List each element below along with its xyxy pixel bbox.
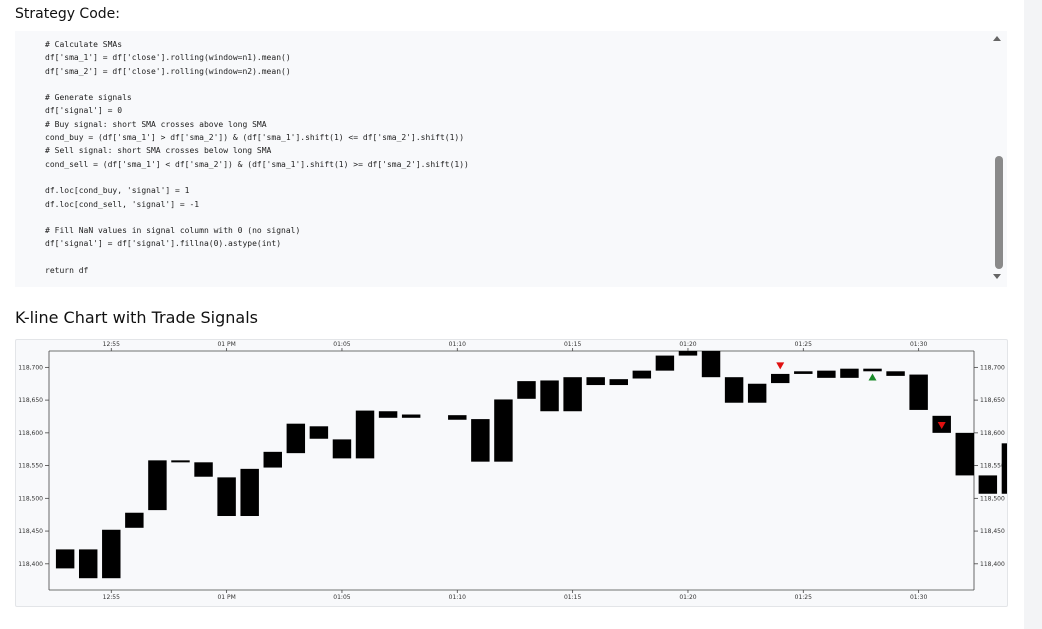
candle [332, 439, 352, 459]
x-tick-label-top: 01:10 [449, 341, 466, 348]
candle [840, 368, 859, 378]
candle [586, 377, 605, 386]
candle [794, 371, 813, 374]
code-line: cond_sell = (df['sma_1'] < df['sma_2']) … [45, 159, 469, 169]
y-tick-label-right: 118,450 [980, 528, 1005, 535]
candle [494, 399, 513, 462]
x-tick-label-bottom: 01 PM [217, 594, 235, 601]
candle [632, 370, 652, 379]
candle [909, 374, 928, 410]
candle [448, 415, 467, 420]
code-line: return df [45, 266, 89, 276]
candle [724, 377, 744, 403]
candle [609, 379, 628, 386]
x-tick-label-top: 01:20 [679, 341, 696, 348]
y-tick-label-right: 118,550 [980, 463, 1005, 470]
x-tick-label-top: 01:15 [564, 341, 581, 348]
candle [309, 426, 329, 439]
candle [1001, 443, 1021, 494]
candle [747, 383, 767, 403]
candle [540, 380, 559, 412]
y-tick-label-right: 118,400 [980, 561, 1005, 568]
candle [517, 381, 536, 399]
x-tick-label-top: 01:05 [333, 341, 350, 348]
y-tick-label-left: 118,650 [18, 397, 43, 404]
y-tick-label-left: 118,500 [18, 495, 43, 502]
y-tick-label-right: 118,700 [980, 364, 1005, 371]
candle [217, 477, 236, 517]
x-tick-label-bottom: 01:05 [333, 594, 350, 601]
x-tick-label-bottom: 01:10 [449, 594, 466, 601]
candle [817, 370, 836, 378]
candle [978, 475, 998, 494]
x-tick-label-bottom: 01:25 [795, 594, 812, 601]
y-tick-label-right: 118,500 [980, 495, 1005, 502]
code-line: cond_buy = (df['sma_1'] > df['sma_2']) &… [45, 133, 465, 143]
candle [286, 423, 306, 454]
candle [171, 460, 190, 463]
code-line: # Sell signal: short SMA crosses below l… [45, 146, 272, 156]
scroll-down-arrow-icon[interactable] [993, 274, 1001, 279]
chart-container: 118,400 118,400 118,450 118,450 118,500 118,5… [15, 339, 1021, 607]
candle [378, 411, 398, 418]
kline-chart: 118,400 118,400 118,450 118,450 118,500 118,5… [18, 341, 1021, 601]
y-tick-label-left: 118,400 [18, 561, 43, 568]
code-line: df.loc[cond_buy, 'signal'] = 1 [45, 186, 190, 196]
candle [655, 355, 675, 371]
candle [863, 368, 882, 372]
page-scrollbar-track[interactable] [1024, 0, 1042, 629]
y-tick-label-right: 118,650 [980, 397, 1005, 404]
candle [886, 371, 905, 376]
sell-signal-marker [776, 362, 785, 370]
code-scrollbar-thumb[interactable] [995, 156, 1003, 269]
candle [701, 351, 721, 378]
candle [148, 460, 167, 511]
code-block[interactable]: # Calculate SMAs df['sma_1'] = df['close… [15, 31, 1007, 287]
x-tick-label-top: 01:30 [910, 341, 927, 348]
candle [355, 410, 375, 459]
x-tick-label-top: 01:25 [795, 341, 812, 348]
candle [194, 462, 213, 477]
y-tick-label-right: 118,600 [980, 430, 1005, 437]
candle [563, 377, 582, 412]
sell-signal-marker [937, 421, 946, 429]
chart-heading: K-line Chart with Trade Signals [15, 308, 259, 327]
strategy-code-heading: Strategy Code: [15, 6, 120, 22]
candle [240, 468, 259, 517]
candle [102, 529, 121, 579]
y-tick-label-left: 118,600 [18, 430, 43, 437]
code-line: # Buy signal: short SMA crosses above lo… [45, 119, 267, 129]
x-tick-label-bottom: 01:30 [910, 594, 927, 601]
buy-signal-marker [868, 373, 877, 381]
code-line: df['sma_1'] = df['close'].rolling(window… [45, 53, 291, 63]
y-tick-label-left: 118,450 [18, 528, 43, 535]
candle [771, 373, 790, 384]
code-line: df['sma_2'] = df['close'].rolling(window… [45, 66, 291, 76]
code-line: df.loc[cond_sell, 'signal'] = -1 [45, 199, 200, 209]
code-line: # Calculate SMAs [45, 40, 123, 49]
x-tick-label-bottom: 12:55 [103, 594, 120, 601]
x-tick-label-bottom: 01:20 [679, 594, 696, 601]
candle [678, 351, 698, 356]
candle [263, 451, 282, 468]
code-line: df['signal'] = df['signal'].fillna(0).as… [45, 239, 282, 249]
code-line: # Fill NaN values in signal column with … [45, 226, 301, 236]
candle [471, 419, 490, 462]
x-tick-label-bottom: 01:15 [564, 594, 581, 601]
code-line: df['signal'] = 0 [45, 106, 123, 116]
x-tick-label-top: 01 PM [217, 341, 235, 348]
candle [125, 512, 144, 528]
candle [55, 549, 75, 569]
candle [78, 549, 98, 579]
candle [401, 414, 421, 418]
y-tick-label-left: 118,700 [18, 364, 43, 371]
y-tick-label-left: 118,550 [18, 463, 43, 470]
code-line: # Generate signals [45, 93, 132, 103]
x-tick-label-top: 12:55 [103, 341, 120, 348]
code-text: # Calculate SMAs df['sma_1'] = df['close… [45, 38, 469, 277]
candle [955, 432, 974, 476]
scroll-up-arrow-icon[interactable] [993, 36, 1001, 41]
